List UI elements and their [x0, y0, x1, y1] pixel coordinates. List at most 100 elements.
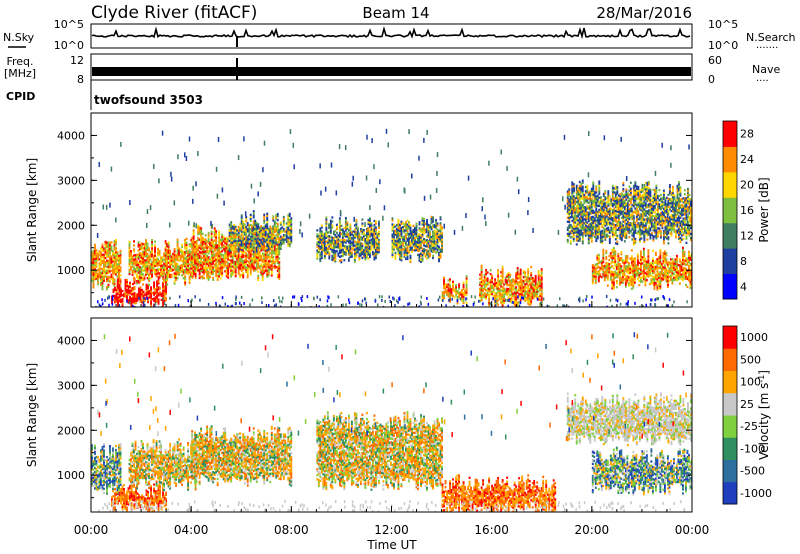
- power-echo-cell: [198, 238, 201, 241]
- power-echo-cell: [207, 272, 210, 275]
- power-echo-cell: [228, 259, 231, 262]
- power-echo-cell: [319, 259, 322, 263]
- power-echo-cell: [536, 292, 539, 295]
- power-echo-cell: [617, 220, 620, 223]
- power-echo-cell: [236, 260, 239, 263]
- power-echo-cell: [349, 247, 352, 251]
- power-echo-cell: [150, 294, 153, 297]
- power-echo-cell: [368, 221, 371, 224]
- power-echo-cell: [443, 278, 445, 282]
- power-echo-cell: [518, 295, 521, 298]
- power-echo-cell: [157, 260, 160, 263]
- power-echo-cell: [426, 227, 428, 230]
- power-echo-cell: [522, 269, 525, 273]
- power-echo-cell: [614, 205, 617, 209]
- power-echo-cell: [577, 199, 580, 202]
- power-echo-cell: [507, 288, 510, 291]
- power-echo-cell: [248, 265, 251, 268]
- power-echo-cell: [439, 230, 442, 233]
- power-echo-cell: [610, 230, 613, 233]
- power-echo-cell: [224, 262, 227, 265]
- power-echo-cell: [139, 298, 142, 301]
- power-echo-cell: [139, 296, 142, 299]
- power-echo-cell: [521, 279, 524, 282]
- power-echo-cell: [142, 242, 144, 246]
- power-echo-cell: [537, 284, 540, 287]
- power-echo-cell: [109, 280, 111, 283]
- power-echo-cell: [267, 231, 270, 235]
- power-echo-cell: [601, 237, 604, 241]
- power-echo-cell: [249, 255, 252, 258]
- power-echo-cell: [198, 254, 201, 257]
- power-echo-cell: [276, 273, 279, 277]
- power-echo-cell: [222, 266, 225, 269]
- power-echo-cell: [124, 287, 127, 290]
- power-echo-cell: [184, 269, 187, 272]
- power-echo-cell: [509, 299, 512, 303]
- power-echo-cell: [590, 238, 593, 241]
- power-echo-cell: [518, 287, 521, 290]
- power-echo-cell: [522, 288, 525, 291]
- power-echo-cell: [134, 255, 137, 259]
- power-echo-cell: [170, 259, 173, 262]
- power-echo-cell: [421, 253, 424, 256]
- power-echo-cell: [338, 217, 341, 220]
- power-echo-cell: [439, 240, 442, 243]
- power-echo-cell: [275, 214, 278, 217]
- power-echo-cell: [441, 236, 443, 239]
- power-echo-cell: [237, 247, 240, 251]
- power-echo-cell: [525, 290, 528, 293]
- power-echo-cell: [131, 269, 134, 272]
- power-echo-cell: [415, 222, 418, 225]
- power-echo-cell: [119, 262, 122, 265]
- power-echo-cell: [170, 269, 173, 272]
- power-echo-cell: [391, 239, 394, 242]
- power-echo-cell: [285, 222, 288, 225]
- power-echo-cell: [322, 235, 325, 238]
- power-echo-cell: [192, 269, 195, 272]
- power-echo-cell: [225, 246, 228, 250]
- power-echo-cell: [578, 180, 581, 184]
- power-echo-cell: [483, 294, 486, 297]
- power-echo-cell: [112, 268, 114, 271]
- power-echo-cell: [221, 245, 224, 249]
- power-echo-cell: [130, 293, 133, 296]
- power-echo-cell: [206, 268, 209, 272]
- power-echo-cell: [107, 261, 110, 264]
- power-echo-cell: [593, 193, 596, 196]
- power-echo-cell: [461, 291, 464, 294]
- power-echo-cell: [515, 278, 518, 281]
- power-echo-cell: [151, 249, 154, 252]
- power-echo-cell: [605, 235, 608, 238]
- power-echo-cell: [432, 232, 434, 235]
- power-echo-cell: [480, 284, 483, 288]
- power-echo-cell: [335, 231, 338, 235]
- power-echo-cell: [215, 270, 218, 273]
- power-echo-cell: [373, 227, 376, 231]
- power-echo-cell: [140, 266, 143, 269]
- power-echo-cell: [589, 200, 592, 203]
- power-echo-cell: [531, 293, 534, 296]
- power-echo-cell: [239, 259, 242, 263]
- power-echo-cell: [221, 268, 224, 271]
- power-echo-cell: [604, 192, 607, 195]
- power-echo-cell: [173, 250, 176, 253]
- power-echo-cell: [112, 260, 114, 263]
- power-echo-cell: [194, 259, 197, 262]
- power-echo-cell: [540, 282, 543, 285]
- power-echo-cell: [273, 240, 276, 244]
- power-echo-cell: [349, 233, 352, 236]
- power-echo-cell: [94, 278, 96, 281]
- power-echo-cell: [319, 253, 322, 257]
- power-echo-cell: [589, 218, 592, 221]
- power-echo-cell: [581, 215, 584, 219]
- power-echo-cell: [246, 249, 249, 253]
- power-echo-cell: [118, 275, 120, 278]
- power-echo-cell: [118, 270, 120, 274]
- power-echo-cell: [610, 214, 613, 217]
- power-echo-cell: [182, 260, 185, 264]
- power-echo-cell: [176, 270, 179, 274]
- power-echo-cell: [377, 232, 380, 236]
- power-echo-cell: [589, 208, 592, 211]
- power-echo-cell: [258, 244, 261, 247]
